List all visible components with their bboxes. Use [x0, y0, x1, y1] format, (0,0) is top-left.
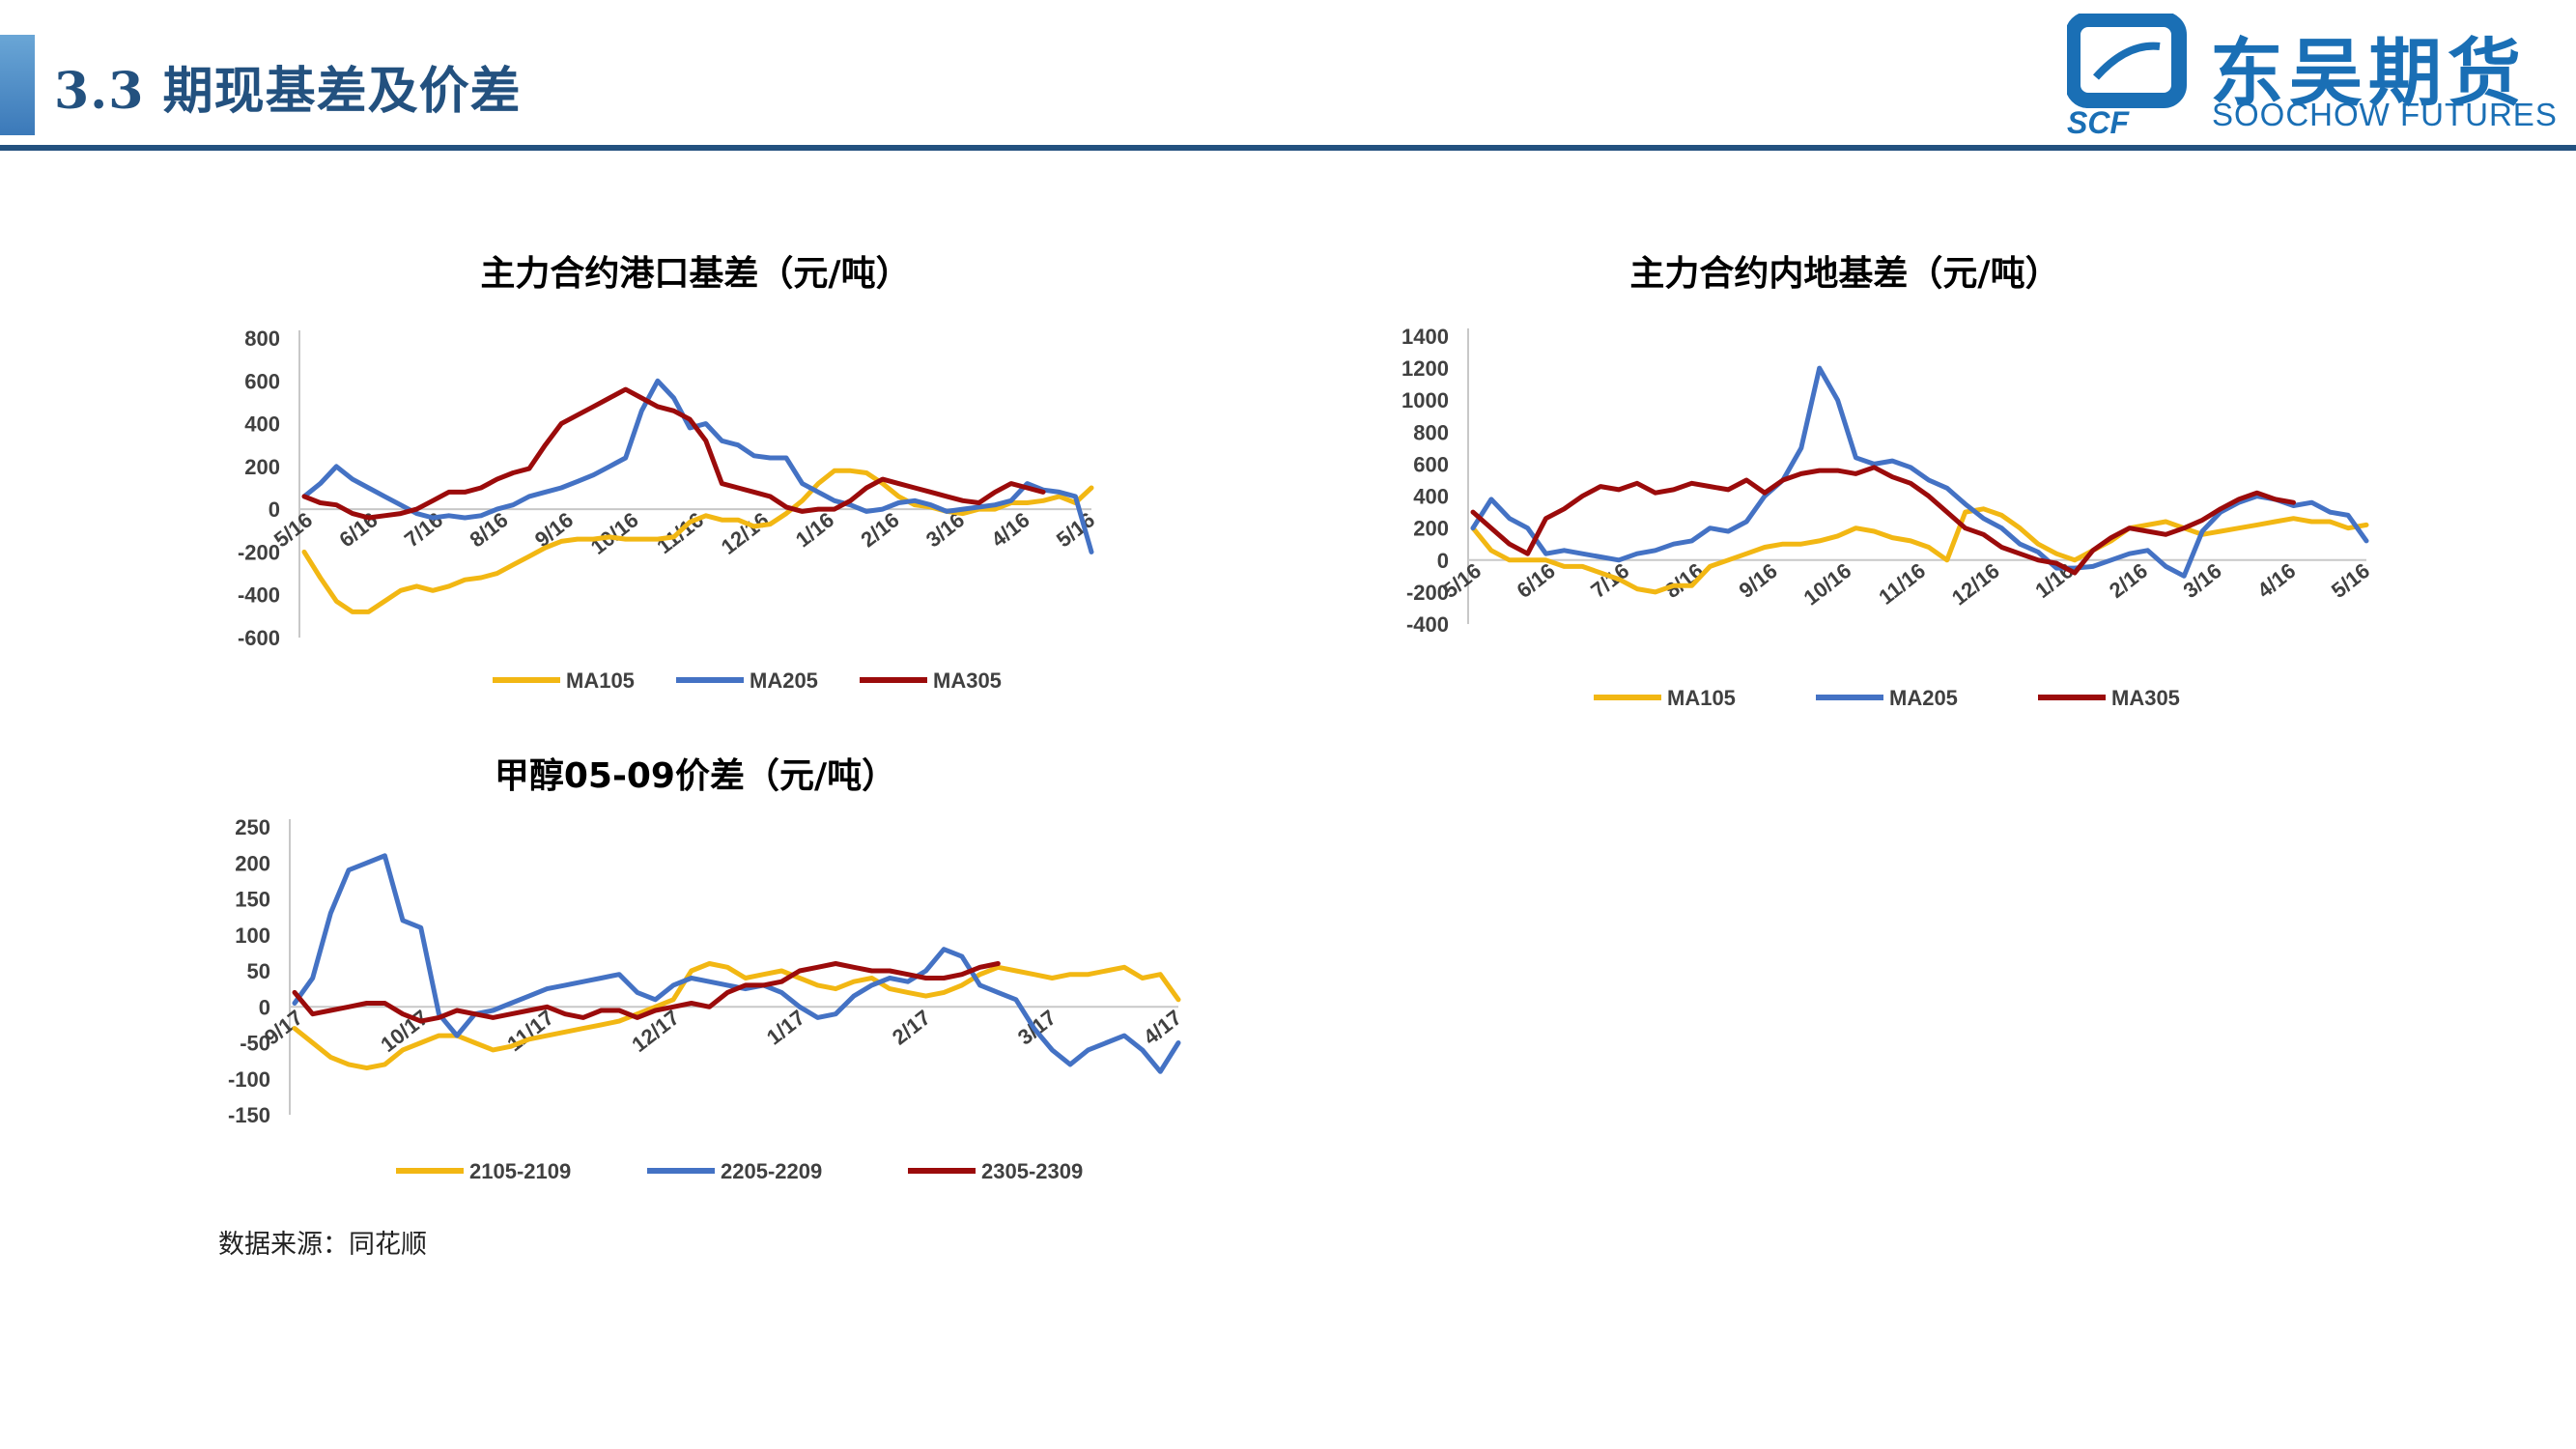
series-line-2305-2309: [292, 961, 1001, 1024]
x-tick-label: 3/16: [2179, 558, 2226, 603]
x-tick-label: 8/16: [1660, 558, 1708, 603]
series-line-ma305: [301, 386, 1046, 521]
y-tick-label: 1200: [1401, 356, 1449, 381]
x-tick-label: 1/16: [791, 507, 838, 552]
x-tick-label: 4/16: [986, 507, 1033, 552]
legend-label: 2305-2309: [981, 1159, 1083, 1183]
x-tick-label: 12/16: [1947, 558, 2004, 611]
y-tick-label: 600: [1413, 452, 1449, 476]
x-tick-label: 5/16: [2327, 558, 2374, 603]
y-tick-label: -600: [238, 626, 280, 650]
y-tick-label: 150: [235, 888, 270, 912]
x-tick-label: 3/17: [1013, 1005, 1061, 1049]
x-tick-label: 1/17: [762, 1005, 809, 1049]
x-tick-label: 9/16: [1735, 558, 1782, 603]
y-tick-label: -200: [238, 540, 280, 564]
y-tick-label: -400: [1406, 612, 1449, 637]
x-tick-label: 5/16: [1052, 507, 1099, 552]
chart-title: 主力合约港口基差（元/吨）: [480, 254, 910, 294]
y-tick-label: 1400: [1401, 325, 1449, 349]
legend-label: MA305: [2111, 686, 2180, 710]
y-tick-label: 50: [247, 959, 270, 983]
y-tick-label: 1000: [1401, 388, 1449, 412]
y-tick-label: -400: [238, 583, 280, 608]
chart-title: 甲醇05-09价差（元/吨）: [495, 756, 896, 796]
x-tick-label: 11/16: [1874, 558, 1930, 610]
page-title: 3.3 期现基差及价差: [54, 62, 522, 121]
x-tick-label: 6/16: [1513, 558, 1560, 603]
scf-logo-mark: SCF: [2067, 14, 2187, 137]
x-tick-label: 10/16: [586, 507, 643, 559]
y-tick-label: 800: [1413, 420, 1449, 444]
chart-port-basis: 主力合约港口基差（元/吨） 800 600 400 200 0 -200 -400 -600 5/…: [238, 254, 1099, 693]
y-tick-label: 0: [1437, 549, 1449, 573]
chart-methanol-spread: 甲醇05-09价差（元/吨） 250 200 150 100 50 0 -50 -100 -150…: [228, 756, 1186, 1183]
legend-label: 2205-2209: [721, 1159, 822, 1183]
legend-label: MA205: [1889, 686, 1958, 710]
y-tick-label: 400: [1413, 485, 1449, 509]
y-tick-label: -200: [1406, 581, 1449, 605]
y-tick-label: -100: [228, 1067, 270, 1092]
company-logo: SCF 东吴期货 SOOCHOW FUTURES: [2067, 14, 2569, 137]
header-divider: [0, 145, 2576, 151]
y-tick-label: 0: [269, 497, 280, 522]
y-tick-label: 200: [235, 851, 270, 875]
series-line-ma205: [1470, 365, 2369, 579]
y-tick-label: 100: [235, 923, 270, 948]
x-tick-label: 2/17: [888, 1005, 935, 1049]
x-tick-label: 4/16: [2252, 558, 2300, 603]
series-line-2105-2109: [292, 961, 1181, 1071]
legend-label: MA205: [750, 668, 818, 693]
legend-label: MA105: [566, 668, 635, 693]
series-line-ma305: [1470, 465, 2296, 576]
legend-label: MA105: [1667, 686, 1736, 710]
legend-label: MA305: [933, 668, 1002, 693]
x-tick-label: 12/16: [717, 507, 774, 559]
header: 3.3 期现基差及价差 SCF 东吴期货 SOOCHOW FUTURES: [0, 0, 2576, 155]
logo-chinese-name: 东吴期货: [2210, 30, 2527, 116]
y-tick-label: 200: [244, 455, 280, 479]
series-line-ma105: [301, 468, 1094, 614]
x-tick-label: 2/16: [856, 507, 903, 552]
logo-mark-text: SCF: [2067, 105, 2130, 137]
y-tick-label: 0: [259, 995, 270, 1019]
y-tick-label: -50: [240, 1032, 270, 1056]
chart-title: 主力合约内地基差（元/吨）: [1629, 254, 2059, 294]
chart-inland-basis: 主力合约内地基差（元/吨） 1400 1200 1000 800 600 400 200 0 -2…: [1401, 254, 2374, 710]
title-accent-bar: [0, 35, 35, 135]
y-tick-label: 600: [244, 369, 280, 393]
series-line-ma105: [1470, 506, 2369, 595]
x-tick-label: 2/16: [2105, 558, 2152, 603]
y-tick-label: 250: [235, 815, 270, 839]
y-tick-label: 800: [244, 327, 280, 351]
series-line-ma205: [301, 378, 1094, 554]
y-tick-label: 200: [1413, 517, 1449, 541]
y-tick-label: 400: [244, 412, 280, 437]
source-note: 数据来源：同花顺: [218, 1230, 427, 1260]
legend-label: 2105-2109: [469, 1159, 571, 1183]
x-tick-label: 10/16: [1799, 558, 1856, 611]
logo-english-name: SOOCHOW FUTURES: [2212, 97, 2558, 132]
y-tick-label: -150: [228, 1103, 270, 1127]
